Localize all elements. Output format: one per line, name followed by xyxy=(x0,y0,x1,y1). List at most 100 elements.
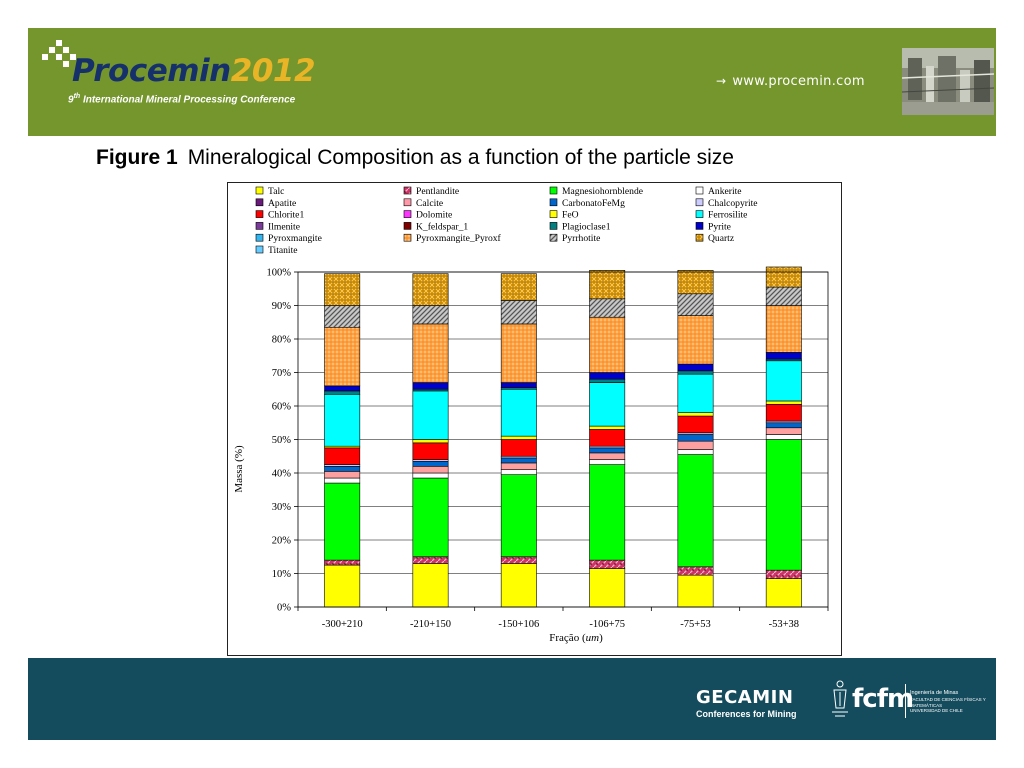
legend-label: Ilmenite xyxy=(268,221,300,232)
legend-swatch xyxy=(695,233,704,242)
bar-segment xyxy=(765,360,802,402)
bar-segment xyxy=(412,305,449,325)
y-tick-label: 0% xyxy=(277,603,291,614)
bar-segment xyxy=(589,464,626,561)
bar-segment xyxy=(765,578,802,608)
conference-ordinal: th xyxy=(73,93,81,100)
bar-segment xyxy=(589,316,626,373)
bar-segment xyxy=(589,372,626,380)
legend-label: Pyroxmangite xyxy=(268,233,322,244)
legend-swatch xyxy=(403,233,412,242)
x-tick-label: -75+53 xyxy=(680,619,710,630)
bar-segment xyxy=(765,422,802,429)
y-axis-label: Massa (%) xyxy=(233,445,245,493)
bar-stack xyxy=(324,273,361,608)
y-tick-label: 70% xyxy=(272,368,292,379)
bar-segment xyxy=(677,315,714,365)
bar-segment xyxy=(677,293,714,316)
legend-label: Pyrite xyxy=(708,221,731,232)
y-tick-label: 10% xyxy=(272,569,292,580)
bar-segment xyxy=(765,286,802,306)
website-url: www.procemin.com xyxy=(732,74,865,89)
procemin-logo: Procemin2012 xyxy=(72,53,316,89)
fcfm-divider xyxy=(905,684,906,718)
bar-segment xyxy=(500,439,537,457)
bar-segment xyxy=(765,400,802,405)
bar-segment xyxy=(589,568,626,608)
legend-swatch xyxy=(549,222,558,230)
figure-caption: Figure 1 Mineralogical Composition as a f… xyxy=(28,146,996,170)
y-tick-label: 60% xyxy=(272,402,292,413)
legend-label: Magnesiohornblende xyxy=(562,186,643,197)
bar-segment xyxy=(412,439,449,444)
bar-segment xyxy=(765,266,802,288)
legend-label: CarbonatoFeMg xyxy=(562,198,625,209)
bar-segment xyxy=(324,559,361,566)
bar-segment xyxy=(324,482,361,561)
bar-segment xyxy=(324,326,361,387)
university-seal-icon xyxy=(832,680,848,717)
legend-swatch xyxy=(255,233,264,242)
legend-label: Dolomite xyxy=(416,210,452,221)
legend-label: Chlorite1 xyxy=(268,210,304,221)
x-tick-label: -53+38 xyxy=(769,619,799,630)
legend-swatch xyxy=(255,222,264,230)
legend-swatch xyxy=(695,222,704,230)
y-tick-label: 20% xyxy=(272,536,292,547)
legend-swatch xyxy=(695,198,704,207)
bar-segment xyxy=(677,454,714,568)
legend-swatch xyxy=(255,245,264,254)
bar-segment xyxy=(500,382,537,388)
website-link[interactable]: → www.procemin.com xyxy=(716,74,865,89)
bar-segment xyxy=(589,425,626,430)
gecamin-logo: GECAMIN xyxy=(696,687,794,708)
bar-segment xyxy=(412,472,449,479)
fcfm-dept-line-3: UNIVERSIDAD DE CHILE xyxy=(910,708,963,714)
header-banner: Procemin2012 9th International Mineral P… xyxy=(28,28,996,136)
y-tick-label: 40% xyxy=(272,469,292,480)
bar-segment xyxy=(765,439,802,571)
legend-label: Calcite xyxy=(416,198,443,209)
bar-segment xyxy=(500,563,537,608)
y-tick-label: 50% xyxy=(272,435,292,446)
bar-segment xyxy=(412,382,449,390)
legend-label: Apatite xyxy=(268,198,296,209)
legend-swatch xyxy=(403,210,412,218)
legend-swatch xyxy=(549,186,558,195)
bar-segment xyxy=(677,434,714,442)
bar-segment xyxy=(765,434,802,440)
y-tick-label: 100% xyxy=(267,268,292,279)
bar-segment xyxy=(324,273,361,306)
fcfm-department: Ingeniería de Minas FACULTAD DE CIENCIAS… xyxy=(910,690,992,714)
bar-segment xyxy=(765,305,802,353)
logo-year: 2012 xyxy=(230,53,316,89)
bar-segment xyxy=(677,574,714,608)
fcfm-dept-line-2: FACULTAD DE CIENCIAS FÍSICAS Y MATEMÁTIC… xyxy=(910,696,986,708)
bar-segment xyxy=(412,477,449,558)
bar-segment xyxy=(324,305,361,328)
bar-segment xyxy=(589,298,626,318)
bar-segment xyxy=(500,300,537,325)
y-tick-label: 80% xyxy=(272,335,292,346)
bar-segment xyxy=(677,370,714,375)
legend-label: Quartz xyxy=(708,233,734,244)
bar-segment xyxy=(589,270,626,300)
slide: Procemin2012 9th International Mineral P… xyxy=(28,28,996,740)
chart-frame: Talc Pentlandite Magnesiohornblende Ankerit… xyxy=(227,182,842,656)
bar-segment xyxy=(589,447,626,454)
bars xyxy=(324,266,802,608)
bar-segment xyxy=(677,373,714,414)
bar-segment xyxy=(412,323,449,383)
bar-segment xyxy=(324,390,361,395)
legend-swatch xyxy=(549,210,558,218)
logo-name: Procemin xyxy=(72,53,231,89)
legend-swatch xyxy=(549,198,558,207)
legend-label: Ankerite xyxy=(708,186,742,197)
conference-number: 9 xyxy=(68,94,74,106)
bar-segment xyxy=(765,352,802,360)
plant-photo xyxy=(902,48,994,115)
bar-segment xyxy=(589,452,626,460)
fcfm-logo: fcfm xyxy=(852,684,914,714)
bar-segment xyxy=(324,477,361,484)
bar-segment xyxy=(765,569,802,579)
